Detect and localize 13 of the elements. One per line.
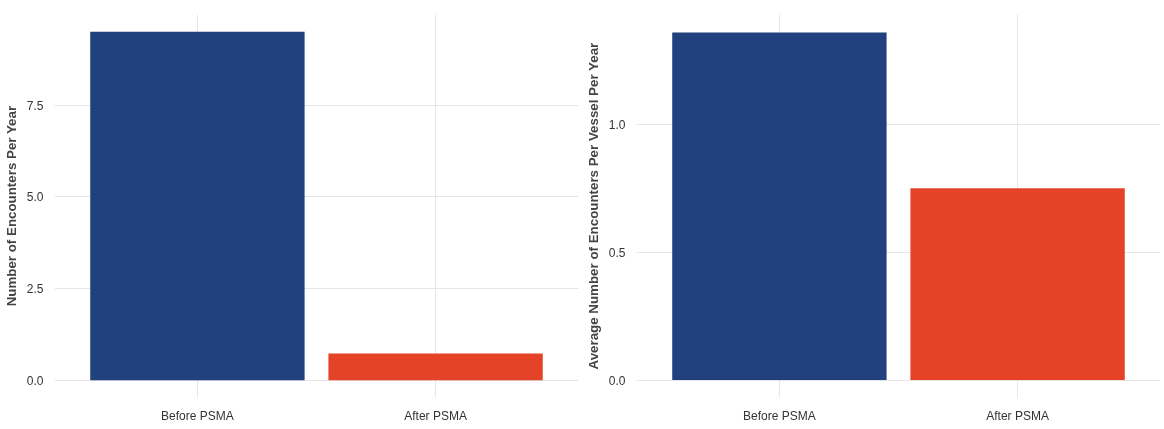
x-tick-label: After PSMA [986, 408, 1049, 423]
x-tick-label: Before PSMA [743, 408, 816, 423]
y-axis-title: Average Number of Encounters Per Vessel Per Year [585, 42, 601, 370]
y-tick-label: 7.5 [26, 98, 44, 113]
x-tick-label: After PSMA [404, 408, 467, 423]
y-tick-label: 0.0 [26, 373, 44, 388]
y-tick-label: 0.0 [608, 373, 626, 388]
y-tick-label: 2.5 [26, 282, 44, 297]
x-tick-label: Before PSMA [161, 408, 234, 423]
y-tick-label: 0.5 [608, 245, 626, 260]
y-axis-title: Number of Encounters Per Year [3, 105, 19, 307]
y-tick-label: 5.0 [26, 190, 44, 205]
y-tick-label: 1.0 [608, 117, 626, 132]
